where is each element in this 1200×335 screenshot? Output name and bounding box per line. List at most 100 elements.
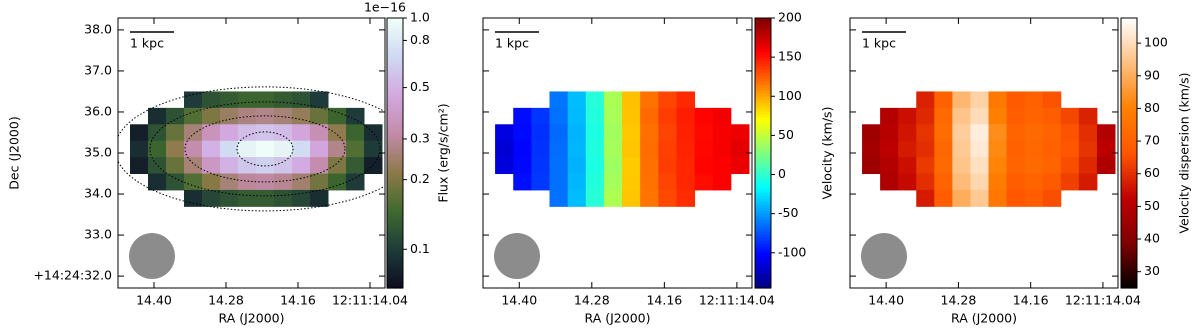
colorbar-tick-label: 80 (1144, 100, 1160, 115)
colorbar-swatch (1121, 165, 1137, 169)
map-pixel (676, 173, 696, 191)
map-pixel (184, 189, 203, 207)
map-pixel (274, 124, 293, 142)
map-pixel (184, 173, 203, 191)
map-pixel (531, 140, 550, 158)
map-pixel (220, 91, 239, 109)
map-pixel (694, 140, 714, 158)
x-tick-label: 14.16 (280, 293, 316, 308)
map-pixel (694, 173, 714, 191)
map-pixel (130, 140, 149, 158)
colorbar-swatch (755, 201, 771, 205)
colorbar-swatch (755, 48, 771, 52)
contour (236, 131, 294, 167)
map-pixel (1096, 124, 1116, 142)
map-pixel (495, 140, 514, 158)
map-pixel (916, 157, 935, 175)
colorbar-swatch (755, 285, 771, 289)
map-pixel (1024, 173, 1044, 191)
map-pixel (1006, 173, 1026, 191)
colorbar-swatch (387, 117, 403, 121)
map-pixel (898, 107, 917, 125)
colorbar-swatch (1121, 63, 1137, 67)
colorbar-swatch (1121, 174, 1137, 178)
colorbar-swatch (387, 45, 403, 49)
colorbar-swatch (387, 282, 403, 286)
colorbar-swatch (387, 150, 403, 154)
colorbar-swatch (387, 126, 403, 130)
colorbar-swatch (1121, 153, 1137, 157)
colorbar-swatch (1121, 126, 1137, 130)
colorbar-swatch (1121, 150, 1137, 154)
colorbar-swatch (755, 54, 771, 58)
map-pixel (862, 140, 881, 158)
x-tick-label: 14.16 (1013, 293, 1049, 308)
colorbar-swatch (387, 93, 403, 97)
map-pixel (238, 124, 257, 142)
map-pixel (148, 157, 167, 175)
colorbar-swatch (1121, 30, 1137, 34)
map-pixel (292, 107, 311, 125)
map-pixel (640, 189, 659, 207)
map-pixel (549, 107, 569, 125)
colorbar-swatch (387, 147, 403, 151)
colorbar-swatch (1121, 285, 1137, 289)
colorbar-swatch (755, 225, 771, 229)
colorbar-swatch (1121, 228, 1137, 232)
map-pixel (880, 124, 899, 142)
map-pixel (292, 173, 311, 191)
map-pixel (934, 173, 953, 191)
map-pixel (916, 91, 935, 109)
colorbar-swatch (755, 270, 771, 274)
map-pixel (148, 173, 167, 191)
map-pixel (220, 107, 239, 125)
colorbar-swatch (387, 171, 403, 175)
colorbar-swatch (1121, 255, 1137, 259)
colorbar-swatch (1121, 105, 1137, 109)
map-pixel (676, 189, 696, 207)
colorbar-swatch (1121, 219, 1137, 223)
colorbar-swatch (387, 186, 403, 190)
map-pixel (676, 91, 696, 109)
colorbar-swatch (387, 159, 403, 163)
colorbar-swatch (755, 168, 771, 172)
map-pixel (238, 173, 257, 191)
map-pixel (346, 157, 365, 175)
map-pixel (328, 124, 347, 142)
map-pixel (1024, 124, 1044, 142)
colorbar-swatch (387, 177, 403, 181)
colorbar-swatch (387, 96, 403, 100)
map-pixel (934, 107, 953, 125)
map-pixel (184, 157, 203, 175)
colorbar-swatch (755, 57, 771, 61)
colorbar-swatch (1121, 252, 1137, 256)
map-pixel (880, 157, 899, 175)
map-pixel (640, 157, 659, 175)
map-pixel (988, 91, 1008, 109)
colorbar-swatch (755, 282, 771, 286)
map-pixel (622, 91, 641, 109)
map-pixel (310, 173, 329, 191)
map-pixel (166, 157, 185, 175)
colorbar-swatch (1121, 72, 1137, 76)
colorbar-swatch (387, 243, 403, 247)
colorbar-swatch (755, 135, 771, 139)
colorbar-swatch (1121, 216, 1137, 220)
scale-bar-label: 1 kpc (862, 36, 896, 51)
colorbar-tick-label: 100 (1144, 35, 1168, 50)
map-pixel (1078, 140, 1098, 158)
colorbar-swatch (1121, 84, 1137, 88)
map-pixel (184, 124, 203, 142)
colorbar-swatch (1121, 225, 1137, 229)
map-pixel (585, 173, 605, 191)
map-pixel (1024, 189, 1044, 207)
colorbar-swatch (387, 90, 403, 94)
colorbar-swatch (755, 231, 771, 235)
map-pixel (988, 140, 1008, 158)
map-pixel (328, 107, 347, 125)
x-tick-label: 14.28 (574, 293, 610, 308)
map-pixel (531, 173, 550, 191)
colorbar-swatch (755, 207, 771, 211)
colorbar-swatch (755, 93, 771, 97)
colorbar-swatch (755, 147, 771, 151)
